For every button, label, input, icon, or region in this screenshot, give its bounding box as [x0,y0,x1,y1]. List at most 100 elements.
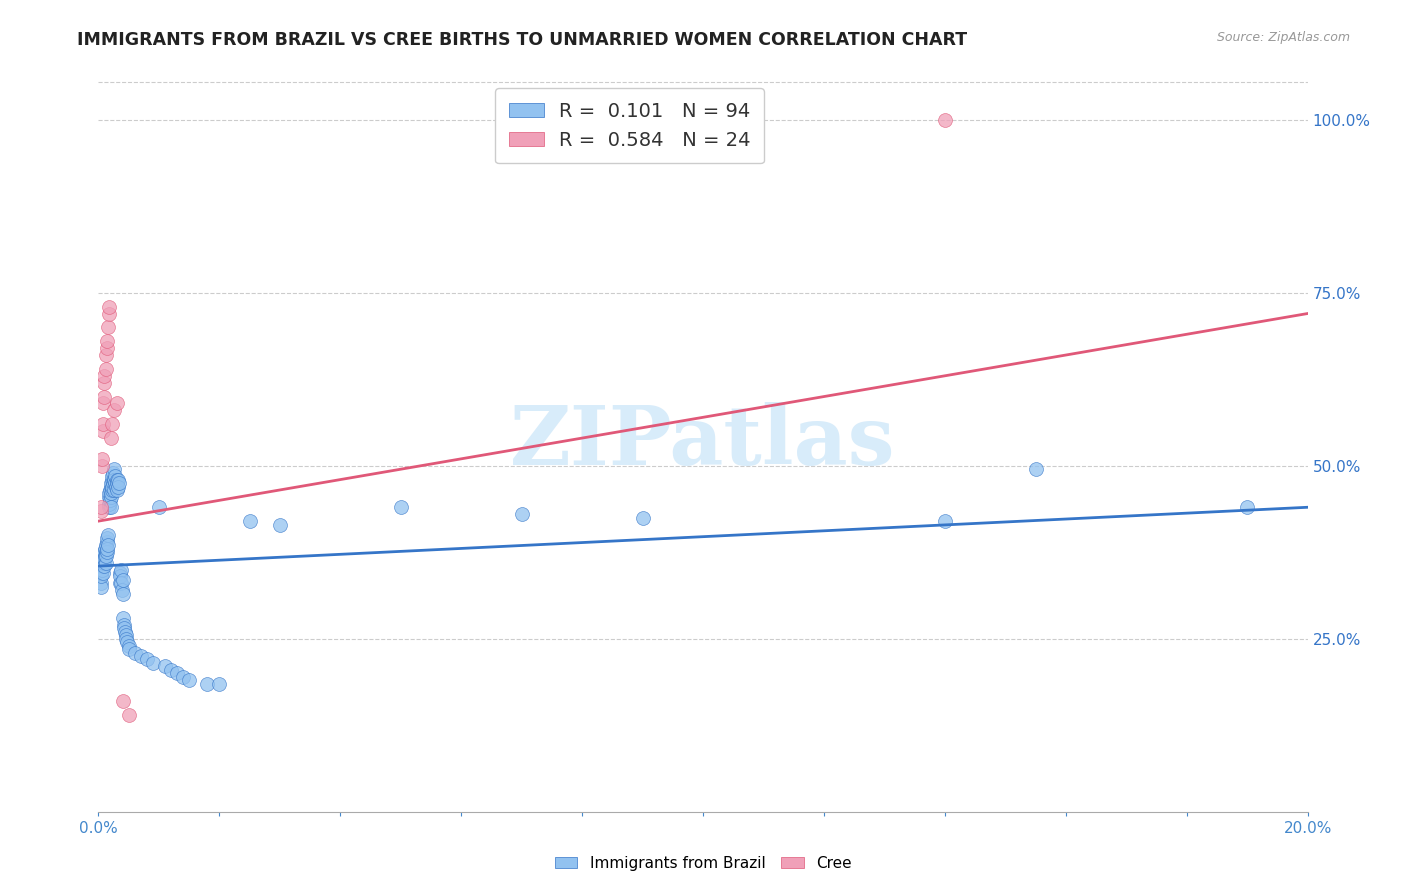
Point [93,390,115,404]
Point [97,490,120,504]
Point [153,659,176,673]
Point [96,549,118,563]
Point [389,500,412,515]
Point [166,666,188,681]
Point [100,490,122,504]
Point [91,549,114,563]
Point [90,569,112,583]
Point [108,476,131,491]
Point [98,486,121,500]
Point [631,510,654,524]
Point [101,466,124,480]
Point [103,473,125,487]
Point [115,635,138,649]
Point [105,396,128,410]
Point [118,639,141,653]
Point [112,618,135,632]
Point [107,479,129,493]
Point [118,642,141,657]
Point [97,320,120,334]
Point [91,559,114,574]
Point [96,334,118,349]
Point [114,624,136,639]
Point [104,469,127,483]
Point [96,341,118,355]
Point [90,504,112,518]
Point [93,559,115,574]
Point [101,469,124,483]
Point [94,362,117,376]
Point [91,566,114,580]
Point [105,476,128,491]
Point [96,545,118,559]
Point [107,473,129,487]
Point [89,559,111,574]
Point [105,473,128,487]
Point [115,632,138,646]
Point [172,670,194,684]
Point [93,545,115,559]
Legend: R =  0.101   N = 94, R =  0.584   N = 24: R = 0.101 N = 94, R = 0.584 N = 24 [495,88,765,163]
Point [934,112,956,127]
Text: IMMIGRANTS FROM BRAZIL VS CREE BIRTHS TO UNMARRIED WOMEN CORRELATION CHART: IMMIGRANTS FROM BRAZIL VS CREE BIRTHS TO… [77,31,967,49]
Point [100,473,122,487]
Point [112,611,135,625]
Text: Source: ZipAtlas.com: Source: ZipAtlas.com [1216,31,1350,45]
Point [1024,462,1046,476]
Point [100,479,122,493]
Point [934,514,956,528]
Point [96,534,118,549]
Point [90,500,112,515]
Point [105,483,128,497]
Point [195,676,218,690]
Point [100,431,122,445]
Point [101,479,124,493]
Point [97,306,120,320]
Point [93,556,115,570]
Point [108,569,131,583]
Point [110,576,132,591]
Point [239,514,262,528]
Point [94,545,117,559]
Point [208,676,231,690]
Point [110,563,132,577]
Point [129,648,152,663]
Point [96,532,118,546]
Point [103,473,125,487]
Point [90,580,112,594]
Point [112,621,135,635]
Point [94,549,117,563]
Point [114,628,136,642]
Point [93,552,115,566]
Point [104,476,127,491]
Legend: Immigrants from Brazil, Cree: Immigrants from Brazil, Cree [548,850,858,877]
Point [96,538,118,552]
Point [510,507,533,521]
Point [148,500,170,515]
Point [98,497,121,511]
Point [101,476,124,491]
Point [111,573,134,587]
Point [100,476,122,491]
Point [94,556,117,570]
Point [97,528,120,542]
Point [98,483,121,497]
Point [111,587,134,601]
Point [100,483,122,497]
Point [98,493,121,508]
Text: ZIPatlas: ZIPatlas [510,401,896,482]
Point [103,462,125,476]
Point [93,376,115,390]
Point [96,348,118,362]
Point [90,566,112,580]
Point [108,566,131,580]
Point [91,556,114,570]
Point [104,479,127,493]
Point [111,583,134,598]
Point [90,576,112,591]
Point [124,646,146,660]
Point [98,300,121,314]
Point [91,556,114,570]
Point [118,707,141,722]
Point [135,652,157,666]
